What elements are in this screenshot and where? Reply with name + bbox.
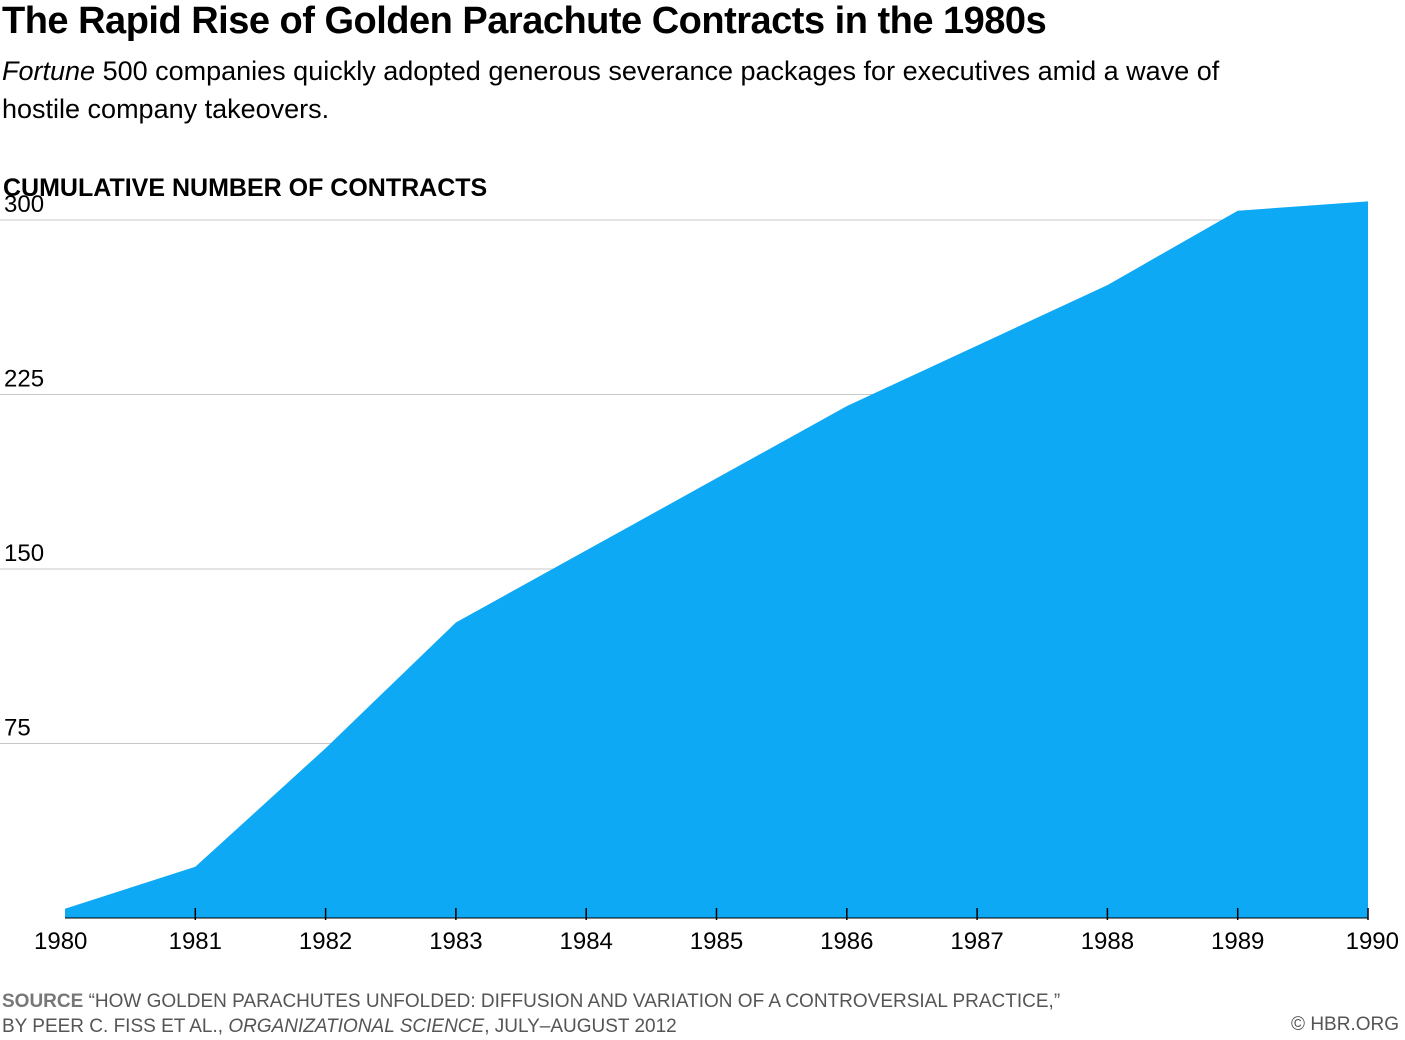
subtitle-italic: Fortune [2, 56, 96, 86]
source-label: SOURCE [2, 991, 84, 1012]
y-tick-label-300: 300 [4, 191, 44, 218]
x-tick-label-1980: 1980 [34, 928, 87, 955]
source-line-1: SOURCE “HOW GOLDEN PARACHUTES UNFOLDED: … [2, 989, 1060, 1014]
subtitle-text: 500 companies quickly adopted generous s… [2, 56, 1220, 124]
y-tick-label-75: 75 [4, 715, 31, 742]
x-tick-label-1986: 1986 [820, 928, 873, 955]
x-tick-label-1987: 1987 [950, 928, 1003, 955]
x-tick-label-1988: 1988 [1081, 928, 1134, 955]
y-tick-label-225: 225 [4, 366, 44, 393]
credit: © HBR.ORG [1291, 1014, 1399, 1035]
x-tick-label-1983: 1983 [429, 928, 482, 955]
x-tick-label-1982: 1982 [299, 928, 352, 955]
source-text-2c: , JULY–AUGUST 2012 [484, 1016, 677, 1037]
source-text-2b: ORGANIZATIONAL SCIENCE [228, 1016, 485, 1037]
x-tick-label-1989: 1989 [1211, 928, 1264, 955]
source-text-1: “HOW GOLDEN PARACHUTES UNFOLDED: DIFFUSI… [83, 991, 1061, 1012]
chart-subtitle: Fortune 500 companies quickly adopted ge… [2, 52, 1232, 128]
source-text-2a: BY PEER C. FISS ET AL., [2, 1016, 229, 1037]
x-tick-label-1981: 1981 [169, 928, 222, 955]
x-tick-label-1984: 1984 [560, 928, 613, 955]
source-line-2: BY PEER C. FISS ET AL., ORGANIZATIONAL S… [2, 1014, 1060, 1039]
x-tick-label-1985: 1985 [690, 928, 743, 955]
y-tick-label-150: 150 [4, 540, 44, 567]
chart-title: The Rapid Rise of Golden Parachute Contr… [2, 0, 1047, 42]
x-tick-label-1990: 1990 [1346, 928, 1399, 955]
source-note: SOURCE “HOW GOLDEN PARACHUTES UNFOLDED: … [2, 989, 1060, 1039]
y-axis-label: CUMULATIVE NUMBER OF CONTRACTS [3, 174, 488, 202]
area-series [65, 201, 1368, 918]
